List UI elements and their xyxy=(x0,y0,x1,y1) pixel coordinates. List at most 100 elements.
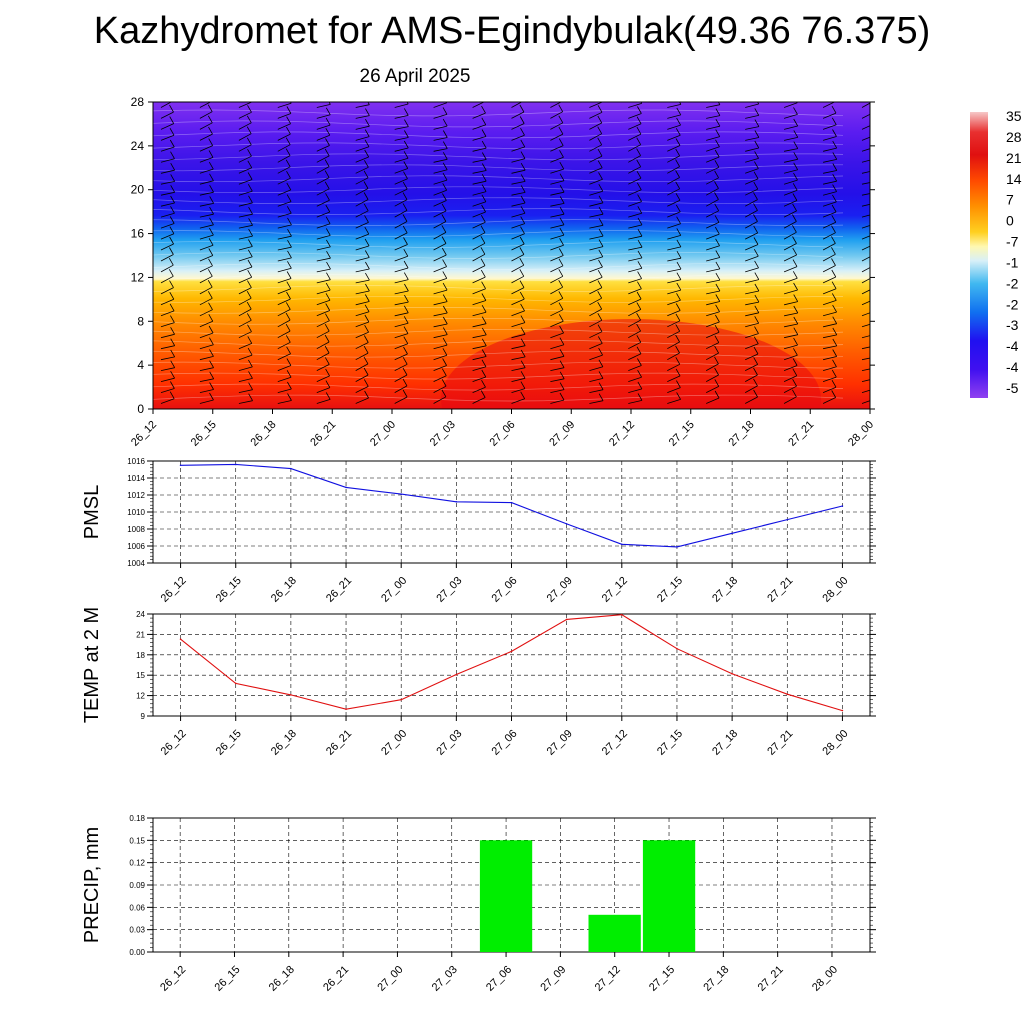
wind-barb xyxy=(160,303,175,317)
wind-barb xyxy=(355,119,370,130)
x-tick-label: 27_21 xyxy=(765,728,795,758)
contour-line xyxy=(153,219,844,226)
wind-barb xyxy=(316,357,330,371)
y-tick-label: 24 xyxy=(136,610,145,619)
wind-barb xyxy=(238,280,252,295)
wind-barb xyxy=(472,184,487,196)
wind-barb xyxy=(667,102,682,108)
wind-barb xyxy=(861,357,870,361)
wind-barb xyxy=(706,294,721,306)
wind-barb xyxy=(589,195,604,207)
data-point xyxy=(510,501,513,504)
wind-barb xyxy=(277,346,291,361)
wind-barb xyxy=(745,336,759,350)
wind-barb xyxy=(589,291,603,306)
wind-barb xyxy=(745,326,759,339)
wind-barb xyxy=(238,115,252,130)
wind-barb xyxy=(784,130,799,141)
wind-barb xyxy=(628,240,643,251)
wind-barb xyxy=(667,324,681,339)
wind-barb xyxy=(628,261,643,273)
wind-barb xyxy=(433,118,448,130)
wind-barb xyxy=(199,258,213,273)
wind-barb xyxy=(822,184,837,196)
wind-barb xyxy=(667,204,681,218)
wind-barb xyxy=(550,161,565,174)
wind-barb xyxy=(550,238,564,251)
y-tick-label: 0.18 xyxy=(129,814,145,823)
wind-barb xyxy=(277,261,292,273)
wind-barb xyxy=(199,371,215,382)
temp-panel: 9 12 15 18 21 24 26_12 26_15 26_18 26_21 27_00 27_0… xyxy=(81,607,876,758)
y-tick-label: 0.15 xyxy=(129,836,145,845)
data-point xyxy=(565,618,568,621)
x-tick-label: 26_15 xyxy=(189,419,219,449)
wind-barb xyxy=(783,107,798,119)
wind-barb xyxy=(160,280,174,295)
wind-barb xyxy=(355,367,369,382)
wind-barb xyxy=(238,301,252,317)
wind-barb xyxy=(550,360,565,371)
wind-barb xyxy=(550,269,564,284)
wind-barb xyxy=(745,389,758,404)
wind-barb xyxy=(667,117,681,130)
wind-barb xyxy=(628,302,642,317)
wind-barb xyxy=(745,378,758,393)
wind-barb xyxy=(238,228,253,240)
wind-barb xyxy=(589,249,604,262)
wind-barb xyxy=(706,203,720,218)
x-tick-label: 27_06 xyxy=(490,575,520,605)
wind-barb xyxy=(667,282,682,295)
wind-barb xyxy=(589,239,604,251)
wind-barb xyxy=(472,258,486,273)
wind-barb xyxy=(589,280,603,295)
x-tick-label: 26_12 xyxy=(129,419,159,449)
wind-barb xyxy=(355,283,370,295)
contour-line xyxy=(153,164,844,172)
wind-barb xyxy=(783,389,797,404)
wind-barb xyxy=(472,305,487,317)
data-point xyxy=(621,613,623,616)
wind-barb xyxy=(316,204,331,218)
colorbar: 35 28 21 14 7 0 -7 -1 -2 -2 -3 -4 -4 -5 xyxy=(970,108,1022,398)
wind-barb xyxy=(589,137,603,152)
wind-barb xyxy=(277,370,292,382)
wind-barb xyxy=(667,193,681,207)
wind-barb xyxy=(316,293,331,306)
wind-barb xyxy=(628,106,642,119)
wind-barb xyxy=(589,259,603,273)
wind-barb xyxy=(745,203,758,218)
wind-barb xyxy=(550,207,565,218)
contour-line xyxy=(153,339,844,347)
x-tick-label: 27_21 xyxy=(765,575,795,605)
wind-barb xyxy=(160,292,175,306)
wind-barb xyxy=(199,238,214,251)
wind-barb xyxy=(550,349,565,361)
wind-barb xyxy=(355,314,370,328)
contour-line xyxy=(153,142,844,150)
wind-barb xyxy=(706,149,720,163)
wind-barb xyxy=(861,335,870,339)
wind-barb xyxy=(394,130,409,141)
wind-barb xyxy=(550,173,565,185)
wind-barb xyxy=(160,139,175,152)
y-tick-label: 0.06 xyxy=(129,903,145,912)
wind-barb xyxy=(784,118,799,130)
wind-barb xyxy=(550,217,565,229)
wind-barb xyxy=(745,171,759,185)
wind-barb xyxy=(822,129,837,141)
wind-barb xyxy=(861,312,870,317)
wind-barb xyxy=(589,336,603,350)
wind-barb xyxy=(628,291,642,306)
wind-barb xyxy=(784,141,799,152)
wind-barb xyxy=(823,174,838,185)
wind-barb xyxy=(394,316,409,328)
wind-barb xyxy=(667,392,681,404)
wind-barb xyxy=(238,371,253,382)
x-tick-label: 27_18 xyxy=(710,575,740,605)
wind-barb xyxy=(861,245,870,251)
wind-barb xyxy=(277,271,292,284)
wind-barb xyxy=(628,271,642,284)
wind-barb xyxy=(277,393,292,404)
